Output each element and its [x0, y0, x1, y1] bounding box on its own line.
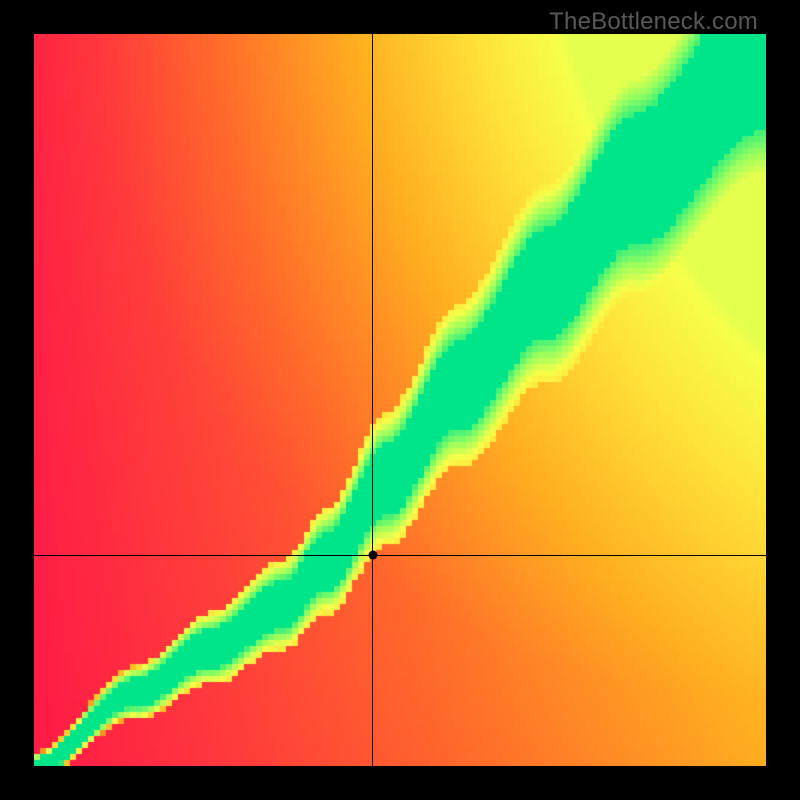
heatmap-canvas	[34, 34, 766, 766]
vertical-axis-line	[372, 34, 373, 766]
data-point-marker	[368, 551, 377, 560]
horizontal-axis-line	[34, 555, 766, 556]
watermark-text: TheBottleneck.com	[549, 8, 758, 36]
chart-container: TheBottleneck.com	[0, 0, 800, 800]
